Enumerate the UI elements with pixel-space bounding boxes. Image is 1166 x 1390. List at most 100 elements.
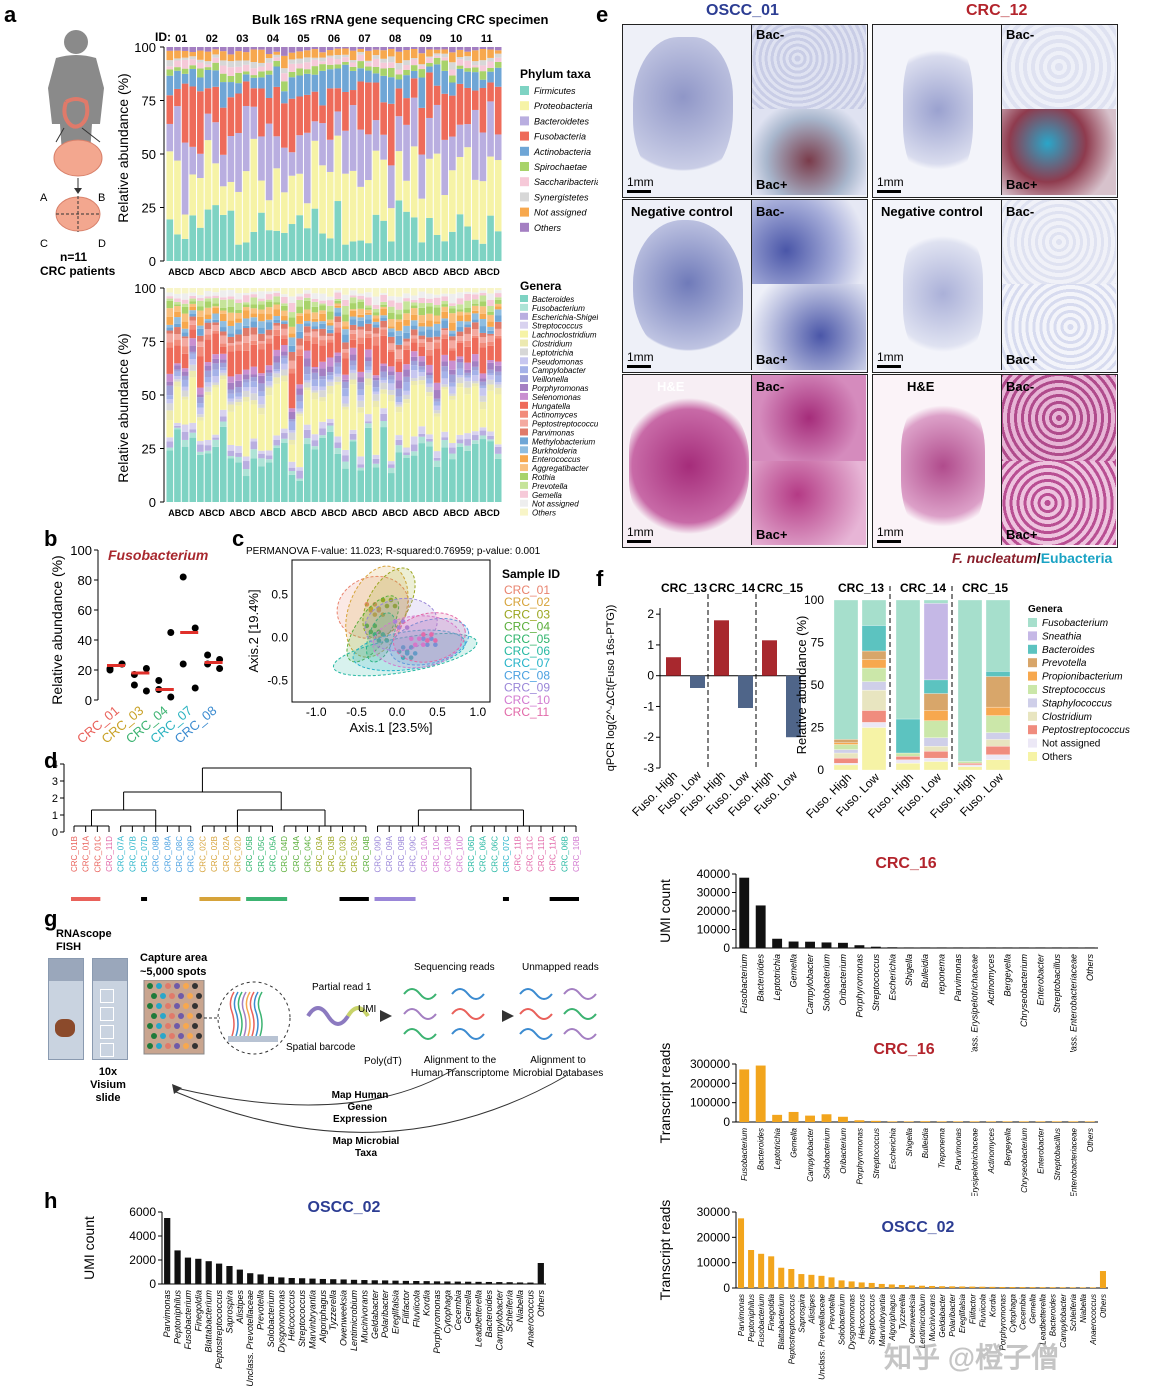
b-point bbox=[191, 624, 199, 632]
a-bar-segment bbox=[166, 342, 174, 348]
a-bar-segment bbox=[174, 371, 181, 377]
a-bar-segment bbox=[433, 342, 441, 349]
a-bar-segment bbox=[380, 159, 387, 221]
capture-spot bbox=[147, 983, 153, 989]
a-bar-segment bbox=[181, 386, 189, 391]
map-human-arrow bbox=[175, 1067, 457, 1106]
d-ytick: 2 bbox=[52, 793, 58, 805]
a-bar-segment bbox=[403, 301, 410, 310]
a-bar-segment bbox=[296, 470, 303, 479]
f-bar bbox=[786, 675, 801, 738]
a-bar-segment bbox=[303, 429, 311, 439]
a-bar-segment bbox=[288, 411, 296, 420]
a-bar-segment bbox=[349, 379, 357, 385]
oscc02_tr-bar bbox=[808, 1274, 815, 1288]
e-oscc01-row1: Bac- Bac+ 1mm bbox=[622, 24, 868, 198]
a-bar-segment bbox=[204, 376, 212, 383]
a-bar-segment bbox=[212, 57, 219, 63]
a-bar-segment bbox=[296, 135, 303, 174]
a-bar-segment bbox=[494, 61, 502, 68]
a-bar-segment bbox=[418, 361, 426, 367]
a-bar-segment bbox=[181, 424, 189, 432]
a-sub-label: ABCD bbox=[443, 267, 469, 277]
a-bar-segment bbox=[189, 429, 197, 433]
a-bar-segment bbox=[303, 323, 311, 327]
oscc02_umi-bar bbox=[537, 1263, 544, 1284]
f2-segment bbox=[895, 756, 921, 760]
f2-legend-swatch bbox=[1028, 738, 1037, 748]
a-bar-segment bbox=[471, 67, 479, 73]
a-bar-segment bbox=[288, 368, 296, 374]
bac-plus-label: Bac+ bbox=[1006, 352, 1038, 367]
a-genera-name: Fusobacterium bbox=[532, 304, 585, 313]
d-leaf-label: CRC_05B bbox=[245, 836, 254, 872]
a-bar-segment bbox=[456, 358, 464, 363]
a-bar-segment bbox=[464, 362, 471, 370]
a-bar-segment bbox=[418, 322, 426, 327]
a-bar-segment bbox=[456, 335, 464, 342]
a-bar-segment bbox=[426, 329, 433, 338]
a-bar-segment bbox=[334, 355, 342, 363]
a-bar-segment bbox=[227, 393, 235, 399]
oscc02_tr-bar bbox=[1079, 1287, 1086, 1288]
a-bar-segment bbox=[433, 64, 441, 86]
zoom-bac-minus bbox=[751, 375, 866, 462]
a-bar-segment bbox=[265, 70, 273, 75]
unmapped-read bbox=[563, 1028, 597, 1040]
a-bar-segment bbox=[372, 120, 380, 151]
crc16_tr-xtick: Parvimonas bbox=[954, 1128, 963, 1170]
crc16_tr-xtick: Porphyromonas bbox=[855, 1128, 864, 1184]
a-bar-segment bbox=[197, 288, 204, 295]
a-bar-segment bbox=[288, 296, 296, 303]
a-bar-segment bbox=[174, 345, 181, 364]
a-bar-segment bbox=[334, 201, 342, 261]
a-bar-segment bbox=[441, 334, 449, 339]
a-genera-swatch bbox=[520, 348, 528, 356]
f2-ytick: 25 bbox=[811, 721, 825, 735]
oscc02_tr-bar bbox=[848, 1281, 855, 1288]
a-bar-segment bbox=[395, 302, 403, 310]
a-bar-segment bbox=[303, 57, 311, 63]
a-bar-segment bbox=[380, 306, 387, 309]
a-bar-segment bbox=[365, 47, 372, 51]
a-bar-segment bbox=[219, 186, 227, 215]
d-leaf-label: CRC_09C bbox=[409, 836, 418, 873]
a-bar-segment bbox=[464, 288, 471, 292]
oscc02_tr-ytick: 30000 bbox=[697, 1205, 731, 1219]
a-bar-segment bbox=[181, 379, 189, 387]
a-bar-segment bbox=[342, 396, 349, 404]
capture-spot bbox=[169, 1033, 175, 1039]
a-bar-segment bbox=[357, 47, 365, 49]
a-bar-segment bbox=[166, 47, 174, 51]
c-point bbox=[372, 632, 378, 637]
oscc02_umi-bar bbox=[527, 1282, 534, 1284]
a-bar-segment bbox=[189, 316, 197, 321]
a-bar-segment bbox=[242, 325, 250, 328]
a-bar-segment bbox=[456, 304, 464, 310]
c-ellipse bbox=[332, 633, 478, 677]
a-bar-segment bbox=[250, 327, 258, 335]
a-bar-segment bbox=[227, 376, 235, 383]
f2-segment bbox=[923, 737, 949, 747]
a-bar-segment bbox=[227, 136, 235, 182]
a-bar-segment bbox=[227, 61, 235, 68]
a-bar-segment bbox=[365, 331, 372, 335]
a-bar-segment bbox=[426, 441, 433, 447]
a-bar-segment bbox=[365, 361, 372, 367]
bac-minus-label: Bac- bbox=[1006, 379, 1035, 394]
a-bar-segment bbox=[426, 374, 433, 379]
a-bar-segment bbox=[311, 321, 319, 327]
a-bar-segment bbox=[357, 329, 365, 338]
a-bar-segment bbox=[365, 180, 372, 244]
a-bar-segment bbox=[326, 47, 334, 51]
a-bar-segment bbox=[242, 242, 250, 261]
a-bar-segment bbox=[204, 314, 212, 320]
a-bar-segment bbox=[181, 59, 189, 69]
a-bar-segment bbox=[181, 293, 189, 300]
a-bar-segment bbox=[479, 243, 487, 261]
a-bar-segment bbox=[219, 416, 227, 422]
a-bar-segment bbox=[441, 57, 449, 61]
a-bar-segment bbox=[449, 47, 456, 53]
a-bar-segment bbox=[471, 299, 479, 304]
a-bar-segment bbox=[296, 173, 303, 216]
